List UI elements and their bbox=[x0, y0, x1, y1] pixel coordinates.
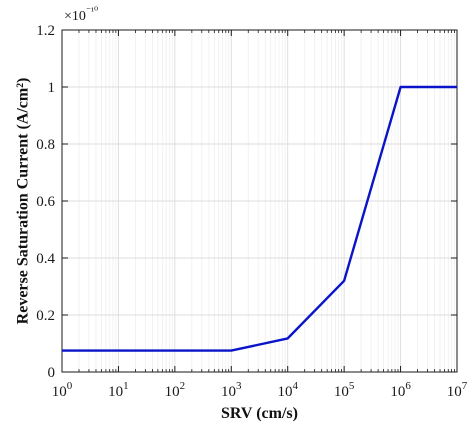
y-tick-label: 0.2 bbox=[36, 308, 55, 324]
x-tick-label: 105 bbox=[334, 380, 355, 400]
x-tick-label: 102 bbox=[165, 380, 186, 400]
x-tick-label: 100 bbox=[52, 380, 73, 400]
y-axis-title: Reverse Saturation Current (A/cm²) bbox=[15, 78, 32, 325]
y-tick-label: 0 bbox=[48, 365, 56, 381]
x-axis-title: SRV (cm/s) bbox=[221, 405, 298, 422]
y-tick-label: 0.4 bbox=[36, 251, 55, 267]
axis-ticks bbox=[61, 29, 458, 373]
y-multiplier-label: ×10⁻¹⁰ bbox=[64, 6, 98, 24]
grid bbox=[61, 29, 458, 373]
y-tick-label: 0.6 bbox=[36, 194, 55, 210]
x-tick-label: 106 bbox=[390, 380, 411, 400]
tick-labels: 100 101 102 103 104 105 106 107 0 0.2 0.4 0.6 0.8 1 1.… bbox=[36, 23, 468, 400]
x-tick-label: 104 bbox=[277, 380, 298, 400]
y-tick-label: 1 bbox=[48, 80, 56, 96]
x-tick-label: 103 bbox=[221, 380, 242, 400]
y-tick-label: 0.8 bbox=[36, 137, 55, 153]
x-tick-label: 107 bbox=[447, 380, 468, 400]
series bbox=[62, 85, 457, 352]
y-tick-label: 1.2 bbox=[36, 23, 55, 39]
x-tick-label: 101 bbox=[108, 380, 129, 400]
series-line bbox=[62, 85, 457, 352]
